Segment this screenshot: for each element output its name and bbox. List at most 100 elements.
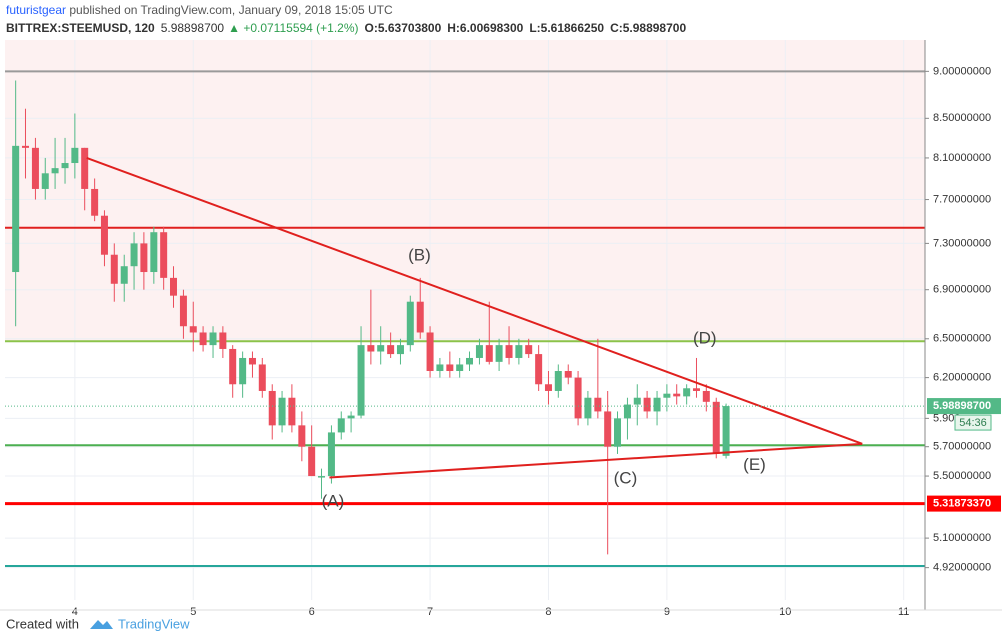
- candle-body: [248, 357, 256, 365]
- level-label: 5.31873370: [933, 498, 991, 510]
- candle-body: [505, 345, 513, 358]
- trend-line: [329, 442, 863, 479]
- y-tick-label: 4.92000000: [933, 562, 991, 574]
- candle-body: [81, 147, 89, 189]
- candle-body: [515, 345, 523, 358]
- x-tick-label: 11: [898, 606, 909, 618]
- candle-body: [199, 332, 207, 346]
- countdown-box: [954, 414, 992, 431]
- candle-body: [278, 397, 286, 426]
- candle-body: [604, 411, 612, 447]
- candle-body: [268, 390, 276, 426]
- x-tick-label: 5: [190, 606, 196, 618]
- candle-body: [288, 397, 296, 426]
- symbol: BITTREX:STEEMUSD, 120: [6, 21, 155, 35]
- candle-body: [31, 147, 39, 189]
- candle-body: [110, 254, 118, 284]
- candle-body: [51, 168, 59, 174]
- candle-body: [130, 243, 138, 267]
- candle-body: [140, 243, 148, 273]
- y-tick-label: 9.00000000: [933, 65, 991, 77]
- zone-shade: [5, 40, 925, 342]
- y-tick-label: 7.70000000: [933, 193, 991, 205]
- wave-label: (C): [614, 469, 638, 488]
- candle-body: [584, 397, 592, 419]
- y-tick-label: 8.10000000: [933, 152, 991, 164]
- candle-body: [337, 418, 345, 433]
- candle-body: [495, 345, 503, 362]
- y-tick-label: 8.50000000: [933, 112, 991, 124]
- price: 5.98898700: [161, 21, 225, 35]
- candle-body: [347, 415, 355, 419]
- last-price-box: [927, 398, 1001, 415]
- last-price-label: 5.98898700: [933, 400, 991, 412]
- candle-body: [160, 232, 168, 278]
- candle-body: [475, 345, 483, 358]
- ohlc-close: C:5.98898700: [610, 21, 686, 35]
- ohlc-open: O:5.63703800: [365, 21, 442, 35]
- candle-body: [485, 345, 493, 362]
- candle-body: [465, 357, 473, 365]
- candle-body: [189, 326, 197, 333]
- candle-body: [229, 348, 237, 385]
- y-tick-label: 6.90000000: [933, 284, 991, 296]
- candle-body: [308, 446, 316, 477]
- candle-body: [426, 332, 434, 372]
- change: ▲ +0.07115594 (+1.2%): [228, 21, 358, 35]
- symbol-line: BITTREX:STEEMUSD, 120 5.98898700 ▲ +0.0711…: [6, 21, 686, 35]
- x-tick-label: 8: [545, 606, 551, 618]
- y-tick-label: 5.50000000: [933, 470, 991, 482]
- candle-body: [416, 301, 424, 333]
- candle-body: [653, 397, 661, 412]
- published: published on TradingView.com, January 09…: [66, 3, 393, 17]
- candle-body: [41, 173, 49, 189]
- candle-body: [258, 364, 266, 391]
- candle-body: [91, 188, 99, 216]
- candle-body: [663, 393, 671, 398]
- candle-body: [692, 388, 700, 391]
- header-line: futuristgear published on TradingView.co…: [6, 3, 393, 17]
- candle-body: [712, 401, 720, 454]
- footer-brand[interactable]: TradingView: [118, 616, 190, 631]
- candle-body: [702, 390, 710, 402]
- candle-body: [21, 145, 29, 148]
- tradingview-logo: [90, 620, 113, 629]
- candle-body: [298, 425, 306, 447]
- candle-body: [614, 418, 622, 447]
- x-tick-label: 4: [72, 606, 78, 618]
- countdown: 54:36: [959, 417, 987, 429]
- candle-body: [535, 354, 543, 385]
- candle-body: [683, 388, 691, 397]
- candle-body: [436, 364, 444, 372]
- candle-body: [564, 371, 572, 378]
- candle-body: [633, 397, 641, 405]
- wave-label: (D): [693, 328, 717, 347]
- candle-body: [643, 397, 651, 412]
- candle-body: [722, 406, 730, 456]
- candle-body: [150, 232, 158, 273]
- candle-body: [169, 277, 177, 296]
- candle-body: [100, 215, 108, 255]
- candle-body: [574, 377, 582, 419]
- y-tick-label: 6.20000000: [933, 372, 991, 384]
- user[interactable]: futuristgear: [6, 3, 66, 17]
- candle-body: [673, 393, 681, 397]
- level-box: [927, 495, 1001, 512]
- plot: 4 5 6 7 8 9 10 11 9.00000000 8.50000000 8.10000000…: [5, 40, 991, 618]
- candle-body: [61, 163, 69, 169]
- y-tick-label: 6.50000000: [933, 333, 991, 345]
- y-tick-label: 5.900: [933, 412, 961, 424]
- candle-body: [594, 397, 602, 412]
- candle-body: [239, 357, 247, 385]
- candle-body: [406, 301, 414, 346]
- candle-body: [12, 145, 20, 273]
- x-tick-label: 10: [779, 606, 791, 618]
- candle-body: [623, 404, 631, 419]
- candle-body: [357, 345, 365, 416]
- candle-body: [446, 364, 454, 372]
- candle-body: [387, 345, 395, 355]
- x-tick-label: 7: [427, 606, 433, 618]
- candle-body: [377, 345, 385, 352]
- ohlc-low: L:5.61866250: [529, 21, 604, 35]
